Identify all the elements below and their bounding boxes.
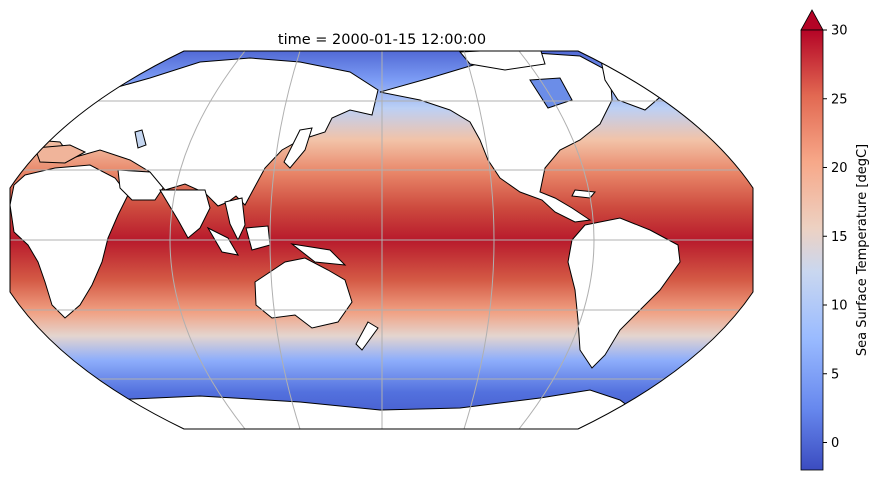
new-guinea-island (290, 243, 347, 266)
colorbar-extend-arrow (800, 9, 824, 31)
colorbar-tick-label: 15 (831, 230, 848, 245)
colorbar-label: Sea Surface Temperature [degC] (855, 144, 870, 356)
map-title: time = 2000-01-15 12:00:00 (278, 32, 486, 48)
india-landmass (159, 189, 211, 239)
arctic-islands (458, 51, 546, 71)
colorbar-tick-label: 30 (831, 24, 848, 39)
colorbar-gradient (800, 29, 824, 471)
japan-islands (283, 127, 313, 169)
sumatra-island (206, 226, 239, 256)
globe-outline (9, 50, 754, 430)
africa-landmass (10, 164, 129, 319)
antarctica-landmass (99, 389, 651, 429)
south-america-landmass (567, 217, 681, 369)
new-zealand-islands (355, 321, 379, 351)
colorbar-tick-label: 5 (831, 367, 839, 382)
colorbar-ticks: 30 25 20 15 10 5 0 (823, 24, 848, 451)
caspian-sea (134, 129, 147, 149)
colorbar-tick-label: 0 (831, 436, 839, 451)
colorbar-tick-label: 25 (831, 92, 848, 107)
globe (10, 51, 753, 429)
southeast-asia-peninsula (224, 197, 246, 242)
colorbar-tick-label: 20 (831, 161, 848, 176)
mediterranean-sea (34, 144, 87, 164)
colorbar-tick-label: 10 (831, 299, 848, 314)
gridlines (10, 51, 753, 429)
caribbean-islands (571, 189, 596, 199)
colorbar: 30 25 20 15 10 5 0 Sea Surface Temperature [de… (800, 9, 870, 471)
